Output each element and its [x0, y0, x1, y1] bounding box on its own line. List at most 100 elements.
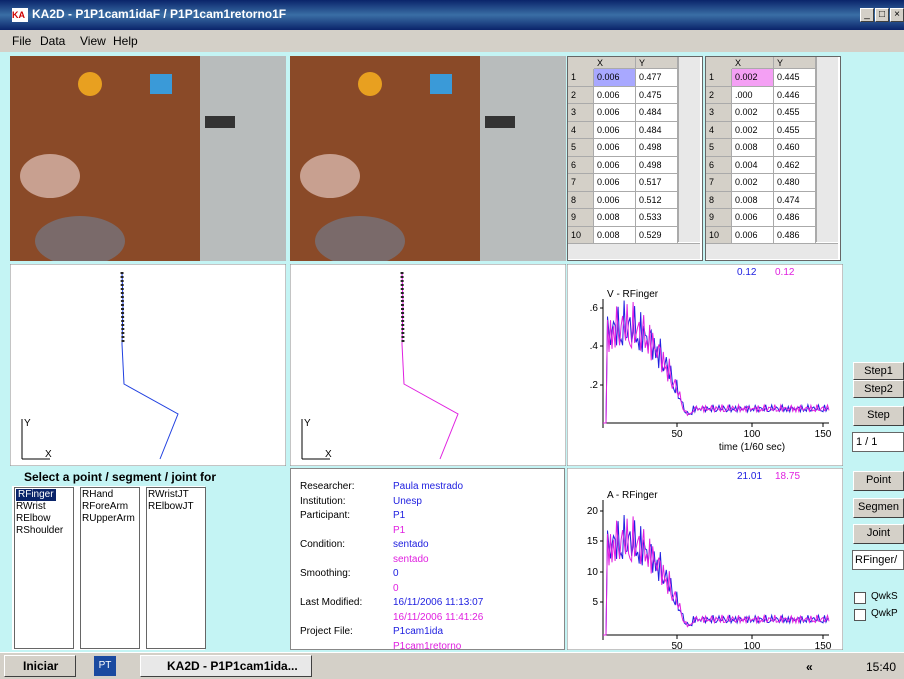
language-indicator[interactable]: PT — [94, 656, 116, 676]
table-cell: 0.006 — [594, 174, 636, 192]
y-tick-label: 10 — [587, 567, 599, 578]
table-cell: 0.480 — [774, 174, 816, 192]
info-label: Researcher: — [300, 481, 354, 492]
menu-item[interactable]: Help — [113, 34, 138, 48]
table-cell: 0.462 — [774, 157, 816, 175]
table-cell: 0.460 — [774, 139, 816, 157]
app-icon: KA — [12, 8, 28, 22]
checkbox[interactable] — [854, 592, 866, 604]
video-object — [150, 74, 172, 94]
menu-item[interactable]: File — [12, 34, 31, 48]
table-cell: 0.474 — [774, 192, 816, 210]
table-cell: 0.006 — [594, 87, 636, 105]
table-cell: 0.486 — [774, 227, 816, 245]
y-tick-label: 15 — [587, 536, 599, 547]
list-item[interactable]: RElbow — [16, 513, 50, 525]
table-cell: 3 — [706, 104, 732, 122]
text-field[interactable]: 1 / 1 — [852, 432, 904, 452]
window-button[interactable]: □ — [875, 8, 889, 22]
table-cell: 1 — [706, 69, 732, 87]
y-tick-label: .4 — [590, 341, 599, 352]
table-cell: 0.006 — [594, 139, 636, 157]
table-cell: 0.486 — [774, 209, 816, 227]
info-value: P1cam1retorno — [393, 641, 461, 652]
button[interactable]: Joint — [853, 524, 904, 544]
y-tick-label: .2 — [590, 380, 599, 391]
table-cell: 0.006 — [594, 104, 636, 122]
menu-item[interactable]: Data — [40, 34, 65, 48]
window-button[interactable]: × — [890, 8, 904, 22]
table-corner — [706, 57, 732, 69]
table-cell: 7 — [568, 174, 594, 192]
axis-label: Y — [24, 418, 31, 429]
table-cell: 4 — [568, 122, 594, 140]
table-cell: 0.006 — [594, 157, 636, 175]
task-button[interactable]: KA2D - P1P1cam1ida... — [140, 655, 312, 677]
scrollbar — [816, 57, 838, 242]
graph-title: V - RFinger — [607, 289, 659, 300]
table-cell: 0.002 — [732, 122, 774, 140]
table-cell: 0.006 — [594, 192, 636, 210]
table-cell: 6 — [706, 157, 732, 175]
panel-bg — [10, 264, 286, 466]
y-tick-label: .6 — [590, 303, 599, 314]
list-item[interactable]: RWrist — [16, 501, 46, 513]
info-value: 16/11/2006 11:41:26 — [393, 612, 483, 623]
list-item[interactable]: RElbowJT — [148, 501, 194, 513]
readout: 18.75 — [775, 471, 800, 482]
table-cell: 0.002 — [732, 69, 774, 87]
start-button[interactable]: Iniciar — [4, 655, 76, 677]
checkbox[interactable] — [854, 609, 866, 621]
list-item[interactable]: RWristJT — [148, 489, 189, 501]
table-cell: 0.004 — [732, 157, 774, 175]
menu-item[interactable]: View — [80, 34, 106, 48]
table-cell: 3 — [568, 104, 594, 122]
table-cell: 0.484 — [636, 122, 678, 140]
info-label: Project File: — [300, 626, 353, 637]
table-corner — [568, 57, 594, 69]
table-cell: 0.455 — [774, 104, 816, 122]
info-value: Paula mestrado — [393, 481, 463, 492]
button[interactable]: Step1 — [853, 362, 904, 380]
checkbox-label: QwkS — [871, 591, 898, 602]
table-cell: 0.002 — [732, 104, 774, 122]
text-field[interactable]: RFinger/ — [852, 550, 904, 570]
info-value: 0 — [393, 568, 399, 579]
axis-label: X — [325, 449, 332, 460]
graph-title: A - RFinger — [607, 490, 658, 501]
list-item[interactable]: RForeArm — [82, 501, 128, 513]
table-cell: 0.498 — [636, 157, 678, 175]
button[interactable]: Step — [853, 406, 904, 426]
table-cell: 4 — [706, 122, 732, 140]
table-cell: 0.484 — [636, 104, 678, 122]
video-object — [430, 74, 452, 94]
x-tick-label: 100 — [744, 429, 761, 440]
table-cell: 5 — [706, 139, 732, 157]
button[interactable]: Point — [853, 471, 904, 491]
table-cell: 0.512 — [636, 192, 678, 210]
table-cell: 8 — [706, 192, 732, 210]
list-item[interactable]: RShoulder — [16, 525, 63, 537]
list-item[interactable]: RUpperArm — [82, 513, 135, 525]
button[interactable]: Step2 — [853, 380, 904, 398]
list-item[interactable]: RFinger — [16, 489, 56, 501]
app-window: KAKA2D - P1P1cam1idaF / P1P1cam1retorno1… — [0, 0, 904, 679]
video-frame — [10, 56, 286, 261]
window-button[interactable]: _ — [860, 8, 874, 22]
tray-expand[interactable]: « — [806, 660, 813, 674]
table-cell: 0.006 — [594, 69, 636, 87]
table-cell: 0.475 — [636, 87, 678, 105]
table-cell: 0.006 — [594, 122, 636, 140]
video-arm — [20, 154, 80, 198]
table-cell: 6 — [568, 157, 594, 175]
axis-label: X — [45, 449, 52, 460]
x-tick-label: 150 — [815, 641, 832, 650]
table-cell: 9 — [706, 209, 732, 227]
table-cell: 8 — [568, 192, 594, 210]
readout: 0.12 — [737, 267, 757, 278]
button[interactable]: Segmen — [853, 498, 904, 518]
readout: 21.01 — [737, 471, 762, 482]
list-item[interactable]: RHand — [82, 489, 113, 501]
table-cell: 0.455 — [774, 122, 816, 140]
y-tick-label: 20 — [587, 506, 599, 517]
